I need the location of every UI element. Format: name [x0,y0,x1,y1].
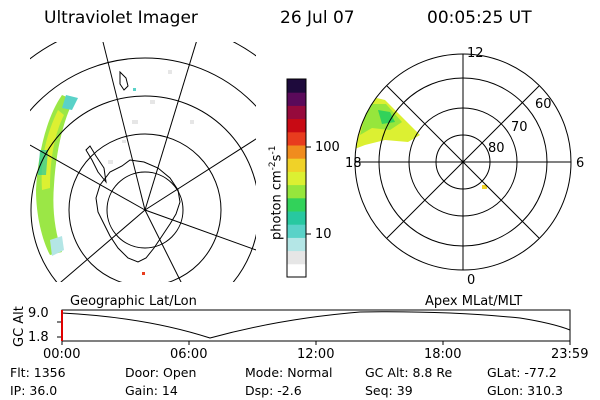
instrument-title: Ultraviolet Imager [44,8,198,28]
colorbar-cell [287,105,306,120]
header-time: 00:05:25 UT [427,8,532,28]
colorbar-cell [287,158,306,172]
altitude-xtick-1800: 18:00 [424,347,462,362]
info-dsp: Dsp: -2.6 [245,383,302,398]
mlat-label-80: 80 [488,141,505,156]
info-glon: GLon: 310.3 [487,383,563,398]
colorbar [286,78,311,278]
altitude-curve [61,311,571,339]
altitude-xtick-1200: 12:00 [297,347,335,362]
altitude-ytick-high: 9.0 [28,306,49,321]
altitude-xtick-0000: 00:00 [43,347,81,362]
altitude-plot [57,309,571,345]
info-gc-alt: GC Alt: 8.8 Re [365,365,453,380]
south-america-tip [119,70,129,91]
info-mode: Mode: Normal [245,365,333,380]
antarctic-peninsula [85,145,107,184]
info-glat: GLat: -77.2 [487,365,557,380]
geo-panel-label: Geographic Lat/Lon [70,294,197,309]
geo-bright-pixel [133,88,136,91]
mlt-label-0: 0 [467,273,476,288]
colorbar-cell [287,197,306,212]
colorbar-cell [287,184,306,199]
colorbar-cell [287,79,306,93]
colorbar-cell [287,131,306,146]
colorbar-cell [287,263,306,278]
colorbar-frame [286,78,307,278]
mlat-label-70: 70 [511,120,528,135]
colorbar-label-10: 10 [315,227,332,242]
info-door: Door: Open [125,365,197,380]
mlt-label-6: 6 [576,156,585,171]
colorbar-cell [287,237,306,252]
altitude-xtick-0600: 06:00 [170,347,208,362]
mlt-aurora-emission [355,96,487,189]
info-ip: IP: 36.0 [10,383,58,398]
geo-meridians [30,42,256,282]
mlt-label-18: 18 [345,156,362,171]
altitude-xtick-2359: 23:59 [551,347,589,362]
altitude-plot-frame [61,309,571,342]
geo-red-pixel [142,272,145,275]
geo-latitude-circles [30,42,256,282]
colorbar-cells [287,79,306,278]
colorbar-cell [287,118,306,133]
colorbar-unit-label: photon cm-2s-1 [268,145,285,240]
geo-background-noise [108,70,194,164]
geographic-map [30,42,256,282]
mlt-panel-label: Apex MLat/MLT [425,294,523,309]
info-flight: Flt: 1356 [10,365,66,380]
info-seq: Seq: 39 [365,383,413,398]
colorbar-cell [287,145,306,159]
info-gain: Gain: 14 [125,383,178,398]
mlt-meridians [355,54,571,270]
antarctica-coastline [95,159,181,263]
colorbar-cell [287,171,306,186]
altitude-x-ticks [61,341,571,345]
altitude-ylabel: GC Alt [12,306,27,347]
colorbar-cell [287,250,306,265]
colorbar-label-100: 100 [315,140,340,155]
mlat-label-60: 60 [535,97,552,112]
mlt-polar-plot [354,53,572,271]
colorbar-cell [287,224,306,238]
colorbar-cell [287,92,306,106]
altitude-ytick-low: 1.8 [28,330,49,345]
colorbar-cell [287,211,306,225]
mlt-label-12: 12 [467,46,484,61]
geo-aurora-emission [36,95,78,256]
header-date: 26 Jul 07 [280,8,355,28]
